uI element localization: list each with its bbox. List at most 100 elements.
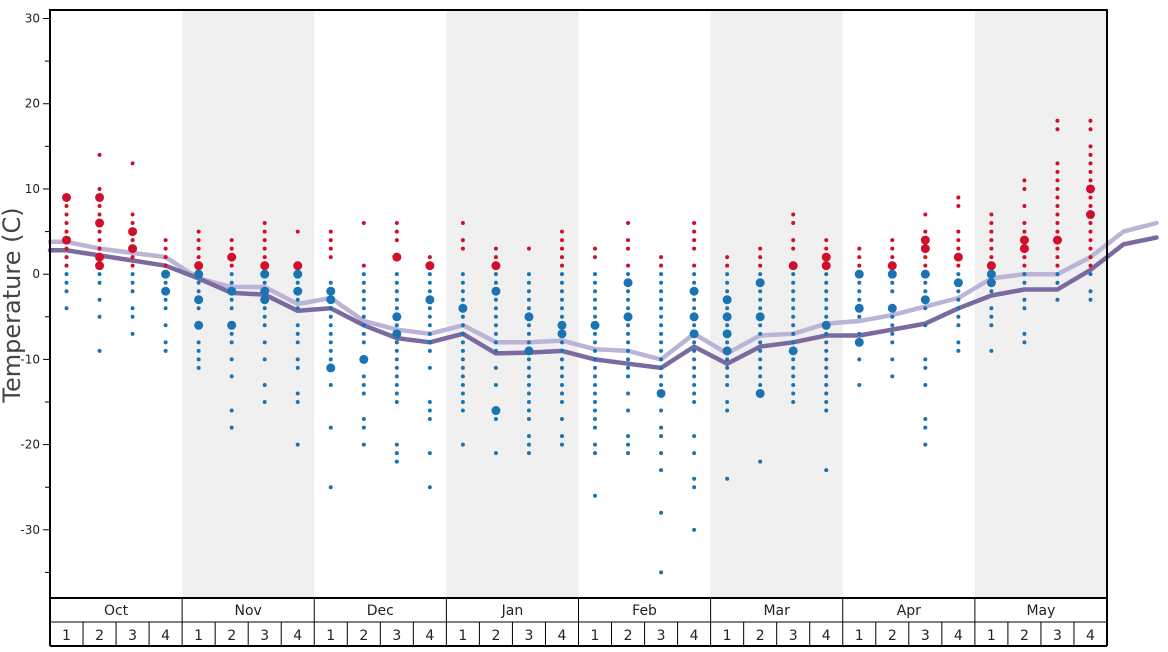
temperature-dot bbox=[362, 374, 366, 378]
temperature-dot bbox=[593, 340, 597, 344]
temperature-dot bbox=[593, 332, 597, 336]
temperature-dot bbox=[890, 323, 894, 327]
temperature-dot bbox=[659, 255, 663, 259]
temperature-dot bbox=[626, 451, 630, 455]
temperature-dot bbox=[395, 306, 399, 310]
temperature-dot bbox=[791, 272, 795, 276]
month-label-apr: Apr bbox=[897, 603, 921, 619]
temperature-dot bbox=[98, 315, 102, 319]
week-label: 4 bbox=[293, 628, 302, 644]
temperature-dot bbox=[1022, 187, 1026, 191]
temperature-dot bbox=[527, 289, 531, 293]
temperature-dot bbox=[758, 264, 762, 268]
temperature-dot bbox=[659, 306, 663, 310]
temperature-dot bbox=[428, 289, 432, 293]
temperature-dot bbox=[1022, 204, 1026, 208]
temperature-dot bbox=[725, 409, 729, 413]
week-label: 3 bbox=[524, 628, 533, 644]
temperature-dot bbox=[395, 391, 399, 395]
temperature-dot bbox=[692, 357, 696, 361]
temperature-dot bbox=[131, 315, 135, 319]
temperature-dot bbox=[725, 272, 729, 276]
week-label: 2 bbox=[624, 628, 633, 644]
temperature-dot bbox=[626, 409, 630, 413]
temperature-dot bbox=[560, 315, 564, 319]
temperature-dot bbox=[131, 272, 135, 276]
temperature-dot bbox=[458, 304, 467, 313]
temperature-dot bbox=[758, 340, 762, 344]
temperature-dot bbox=[296, 332, 300, 336]
temperature-dot bbox=[692, 272, 696, 276]
temperature-dot bbox=[824, 306, 828, 310]
temperature-dot bbox=[296, 323, 300, 327]
temperature-dot bbox=[888, 261, 897, 270]
temperature-dot bbox=[659, 340, 663, 344]
temperature-dot bbox=[824, 349, 828, 353]
temperature-dot bbox=[428, 332, 432, 336]
temperature-dot bbox=[824, 366, 828, 370]
temperature-dot bbox=[593, 289, 597, 293]
temperature-dot bbox=[956, 247, 960, 251]
temperature-dot bbox=[626, 332, 630, 336]
temperature-dot bbox=[1088, 144, 1092, 148]
temperature-dot bbox=[194, 270, 203, 279]
temperature-dot bbox=[890, 289, 894, 293]
temperature-dot bbox=[560, 289, 564, 293]
temperature-dot bbox=[756, 389, 765, 398]
temperature-dot bbox=[227, 287, 236, 296]
week-label: 2 bbox=[1020, 628, 1029, 644]
temperature-dot bbox=[527, 434, 531, 438]
temperature-dot bbox=[329, 255, 333, 259]
temperature-dot bbox=[659, 366, 663, 370]
temperature-dot bbox=[98, 153, 102, 157]
temperature-dot bbox=[461, 281, 465, 285]
temperature-dot bbox=[230, 281, 234, 285]
temperature-dot bbox=[461, 391, 465, 395]
temperature-dot bbox=[98, 272, 102, 276]
temperature-dot bbox=[921, 244, 930, 253]
temperature-dot bbox=[65, 247, 69, 251]
temperature-dot bbox=[624, 278, 633, 287]
temperature-dot bbox=[230, 332, 234, 336]
temperature-dot bbox=[923, 443, 927, 447]
temperature-dot bbox=[593, 391, 597, 395]
temperature-dot bbox=[263, 383, 267, 387]
temperature-dot bbox=[230, 426, 234, 430]
temperature-dot bbox=[164, 298, 168, 302]
temperature-dot bbox=[395, 383, 399, 387]
temperature-dot bbox=[494, 451, 498, 455]
temperature-dot bbox=[725, 289, 729, 293]
temperature-dot bbox=[791, 340, 795, 344]
temperature-dot bbox=[791, 383, 795, 387]
week-label: 2 bbox=[359, 628, 368, 644]
temperature-dot bbox=[263, 306, 267, 310]
temperature-dot bbox=[527, 391, 531, 395]
temperature-dot bbox=[428, 409, 432, 413]
week-label: 1 bbox=[458, 628, 467, 644]
temperature-dot bbox=[692, 264, 696, 268]
temperature-dot bbox=[822, 321, 831, 330]
temperature-dot bbox=[197, 281, 201, 285]
temperature-dot bbox=[692, 323, 696, 327]
temperature-dot bbox=[428, 272, 432, 276]
temperature-dot bbox=[593, 366, 597, 370]
temperature-dot bbox=[923, 255, 927, 259]
temperature-dot bbox=[1088, 195, 1092, 199]
temperature-dot bbox=[98, 247, 102, 251]
temperature-dot bbox=[1022, 272, 1026, 276]
temperature-dot bbox=[1022, 255, 1026, 259]
temperature-dot bbox=[527, 357, 531, 361]
temperature-dot bbox=[197, 349, 201, 353]
temperature-dot bbox=[626, 391, 630, 395]
temperature-dot bbox=[128, 227, 137, 236]
temperature-dot bbox=[461, 323, 465, 327]
temperature-dot bbox=[593, 451, 597, 455]
temperature-dot bbox=[1053, 236, 1062, 245]
temperature-dot bbox=[131, 255, 135, 259]
temperature-dot bbox=[956, 195, 960, 199]
temperature-dot bbox=[260, 287, 269, 296]
temperature-dot bbox=[921, 295, 930, 304]
temperature-dot bbox=[626, 323, 630, 327]
temperature-dot bbox=[1088, 264, 1092, 268]
temperature-dot bbox=[194, 321, 203, 330]
